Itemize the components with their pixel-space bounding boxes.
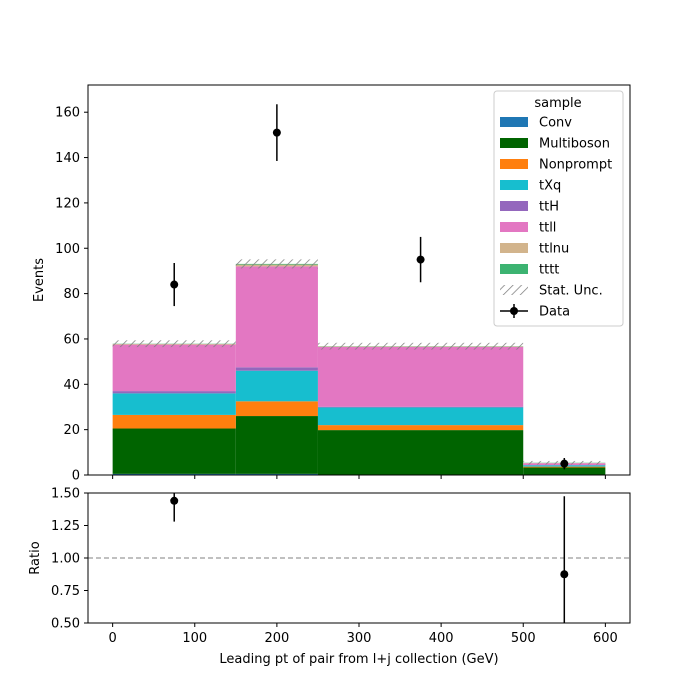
bar-tth-bin-0	[112, 391, 236, 394]
legend-swatch-nonprompt	[500, 159, 528, 169]
bar-tth-bin-2	[317, 406, 524, 408]
legend-label-ttlnu: ttlnu	[539, 242, 569, 257]
bar-multiboson-bin-2	[317, 430, 524, 475]
y-tick-label-160: 160	[55, 106, 80, 121]
data-point-3	[560, 459, 569, 468]
x-tick-label-200: 200	[264, 631, 289, 646]
legend-swatch-conv	[500, 117, 528, 127]
bar-multiboson-bin-1	[235, 416, 318, 474]
y-tick-label-60: 60	[63, 332, 80, 347]
x-tick-label-600: 600	[593, 631, 618, 646]
y-tick-label-20: 20	[63, 423, 80, 438]
bar-conv-bin-1	[235, 473, 318, 475]
stat-unc-bin-1	[235, 259, 318, 269]
y-tick-label-80: 80	[63, 287, 80, 302]
x-axis-label: Leading pt of pair from l+j collection (…	[219, 652, 498, 667]
ratio-y-axis-label: Ratio	[28, 541, 43, 574]
y-tick-label-120: 120	[55, 196, 80, 211]
data-point-1	[272, 128, 281, 137]
bar-nonprompt-bin-0	[112, 414, 236, 429]
legend-swatch-ttlnu	[500, 243, 528, 253]
x-tick-label-100: 100	[182, 631, 207, 646]
legend-swatch-ttll	[500, 222, 528, 232]
bar-nonprompt-bin-2	[317, 425, 524, 431]
bar-ttll-bin-1	[235, 266, 318, 368]
data-point-0	[170, 280, 179, 289]
legend-swatch-multiboson	[500, 138, 528, 148]
y-tick-label-40: 40	[63, 378, 80, 393]
legend-swatch-txq	[500, 180, 528, 190]
legend-label-tttt: tttt	[539, 263, 559, 278]
legend-label-tth: ttH	[539, 200, 559, 215]
ratio-y-tick-label-0.50: 0.50	[51, 617, 80, 632]
legend-label-nonprompt: Nonprompt	[539, 158, 612, 173]
bar-conv-bin-0	[112, 473, 236, 475]
bar-multiboson-bin-3	[523, 467, 606, 475]
bar-multiboson-bin-0	[112, 428, 236, 474]
legend-data-marker	[510, 307, 518, 315]
x-tick-label-500: 500	[511, 631, 536, 646]
main-panel	[112, 104, 606, 475]
bar-txq-bin-2	[317, 407, 524, 426]
bar-ttll-bin-2	[317, 346, 524, 407]
bar-nonprompt-bin-1	[235, 401, 318, 417]
y-axis-label: Events	[32, 258, 47, 302]
x-tick-label-0: 0	[108, 631, 116, 646]
x-tick-label-300: 300	[347, 631, 372, 646]
ratio-y-tick-label-1.50: 1.50	[51, 487, 80, 502]
legend-label-data: Data	[539, 305, 570, 320]
stat-unc-bin-0	[112, 340, 236, 348]
legend-swatch-stat-unc	[500, 285, 528, 295]
legend-label-multiboson: Multiboson	[539, 137, 610, 152]
y-tick-label-0: 0	[72, 469, 80, 484]
legend-label-ttll: ttll	[539, 221, 556, 236]
ratio-y-tick-label-0.75: 0.75	[51, 584, 80, 599]
ratio-panel	[88, 493, 630, 623]
stat-unc-bin-2	[317, 342, 524, 350]
bar-ttll-bin-0	[112, 344, 236, 392]
legend-title: sample	[534, 96, 581, 111]
bar-tth-bin-1	[235, 367, 318, 371]
legend-label-txq: tXq	[539, 179, 561, 194]
y-tick-label-100: 100	[55, 242, 80, 257]
ratio-y-tick-label-1.00: 1.00	[51, 552, 80, 567]
legend: sample Conv Multiboson Nonprompt tXq ttH ttll…	[493, 90, 624, 327]
data-point-2	[416, 255, 425, 264]
bar-txq-bin-0	[112, 393, 236, 415]
legend-label-conv: Conv	[539, 116, 572, 131]
ratio-point-0	[170, 496, 179, 505]
y-tick-label-140: 140	[55, 151, 80, 166]
ratio-point-1	[560, 570, 569, 579]
bar-txq-bin-1	[235, 370, 318, 402]
ratio-y-tick-label-1.25: 1.25	[51, 519, 80, 534]
x-tick-label-400: 400	[429, 631, 454, 646]
legend-swatch-tth	[500, 201, 528, 211]
legend-label-stat-unc: Stat. Unc.	[539, 284, 603, 299]
legend-swatch-tttt	[500, 264, 528, 274]
